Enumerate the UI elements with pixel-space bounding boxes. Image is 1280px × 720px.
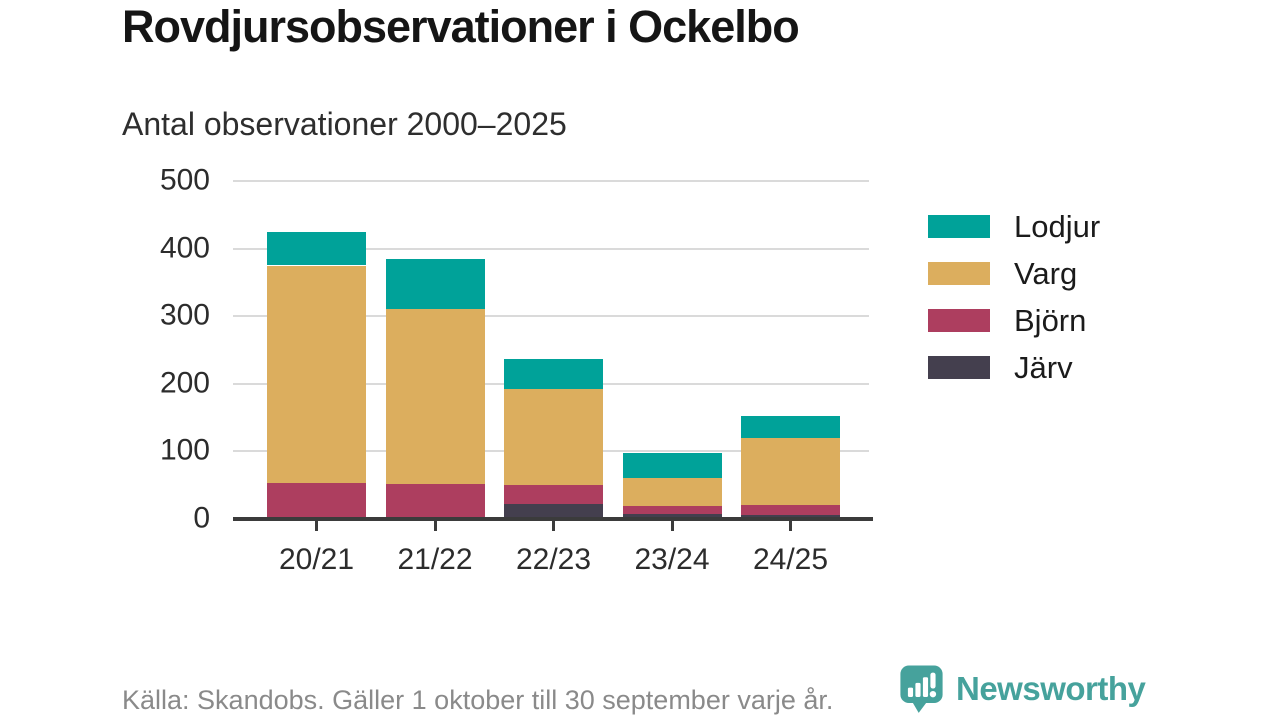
y-tick-label-400: 400 [159, 230, 210, 264]
chart-subtitle: Antal observationer 2000–2025 [122, 106, 567, 142]
legend-item-lodjur: Lodjur [928, 209, 1100, 244]
legend: Lodjur Varg Björn Järv [928, 209, 1100, 403]
legend-label-järv: Järv [1014, 349, 1073, 385]
chart-title: Rovdjursobservationer i Ockelbo [122, 1, 800, 52]
bar-segment-lodjur-23/24 [622, 453, 722, 479]
legend-item-björn: Björn [928, 303, 1100, 338]
bar-segment-björn-24/25 [741, 505, 840, 515]
x-tick-22/23 [552, 521, 555, 531]
bar-segment-varg-23/24 [622, 478, 722, 507]
newsworthy-wordmark: Newsworthy [956, 669, 1146, 707]
bar-segment-varg-21/22 [385, 309, 485, 484]
x-axis-line [233, 517, 873, 521]
legend-label-björn: Björn [1014, 302, 1087, 338]
legend-label-lodjur: Lodjur [1014, 208, 1101, 244]
bar-segment-järv-24/25 [741, 514, 840, 519]
bar-segment-järv-22/23 [504, 504, 603, 519]
bar-segment-lodjur-20/21 [267, 231, 366, 266]
y-tick-label-200: 200 [159, 366, 210, 400]
gridline-400 [233, 247, 869, 250]
legend-item-järv: Järv [928, 350, 1100, 385]
legend-label-varg: Varg [1014, 255, 1078, 291]
x-tick-label-23/24: 23/24 [634, 543, 710, 576]
y-tick-label-300: 300 [159, 298, 210, 332]
bar-segment-björn-20/21 [267, 483, 366, 519]
bar-segment-lodjur-24/25 [741, 415, 840, 438]
y-tick-label-100: 100 [159, 433, 210, 467]
x-tick-24/25 [789, 521, 792, 531]
gridline-500 [233, 180, 869, 182]
x-tick-20/21 [315, 521, 318, 531]
y-tick-label-0: 0 [193, 501, 210, 535]
bar-segment-lodjur-22/23 [504, 358, 603, 389]
newsworthy-logo: Newsworthy [899, 664, 1146, 713]
legend-item-varg: Varg [928, 256, 1100, 291]
legend-swatch-varg [928, 262, 990, 285]
x-tick-label-20/21: 20/21 [278, 543, 355, 576]
bar-segment-varg-22/23 [504, 388, 603, 486]
newsworthy-icon [900, 665, 943, 713]
bar-segment-järv-23/24 [622, 514, 722, 519]
x-tick-label-24/25: 24/25 [752, 543, 829, 576]
x-tick-label-22/23: 22/23 [515, 543, 592, 576]
bar-segment-björn-23/24 [622, 506, 722, 515]
x-tick-label-21/22: 21/22 [397, 543, 473, 576]
legend-swatch-järv [928, 356, 990, 379]
bar-segment-björn-22/23 [504, 485, 603, 505]
bar-segment-björn-21/22 [385, 483, 485, 519]
bar-segment-lodjur-21/22 [385, 259, 485, 310]
x-tick-23/24 [670, 521, 674, 531]
x-tick-21/22 [433, 521, 437, 531]
bar-segment-varg-20/21 [267, 265, 366, 484]
legend-swatch-björn [928, 309, 990, 332]
y-tick-label-500: 500 [159, 163, 210, 197]
bar-segment-varg-24/25 [741, 437, 840, 506]
legend-swatch-lodjur [928, 215, 990, 238]
gridline-300 [233, 315, 869, 318]
source-note: Källa: Skandobs. Gäller 1 oktober till 3… [122, 685, 834, 715]
